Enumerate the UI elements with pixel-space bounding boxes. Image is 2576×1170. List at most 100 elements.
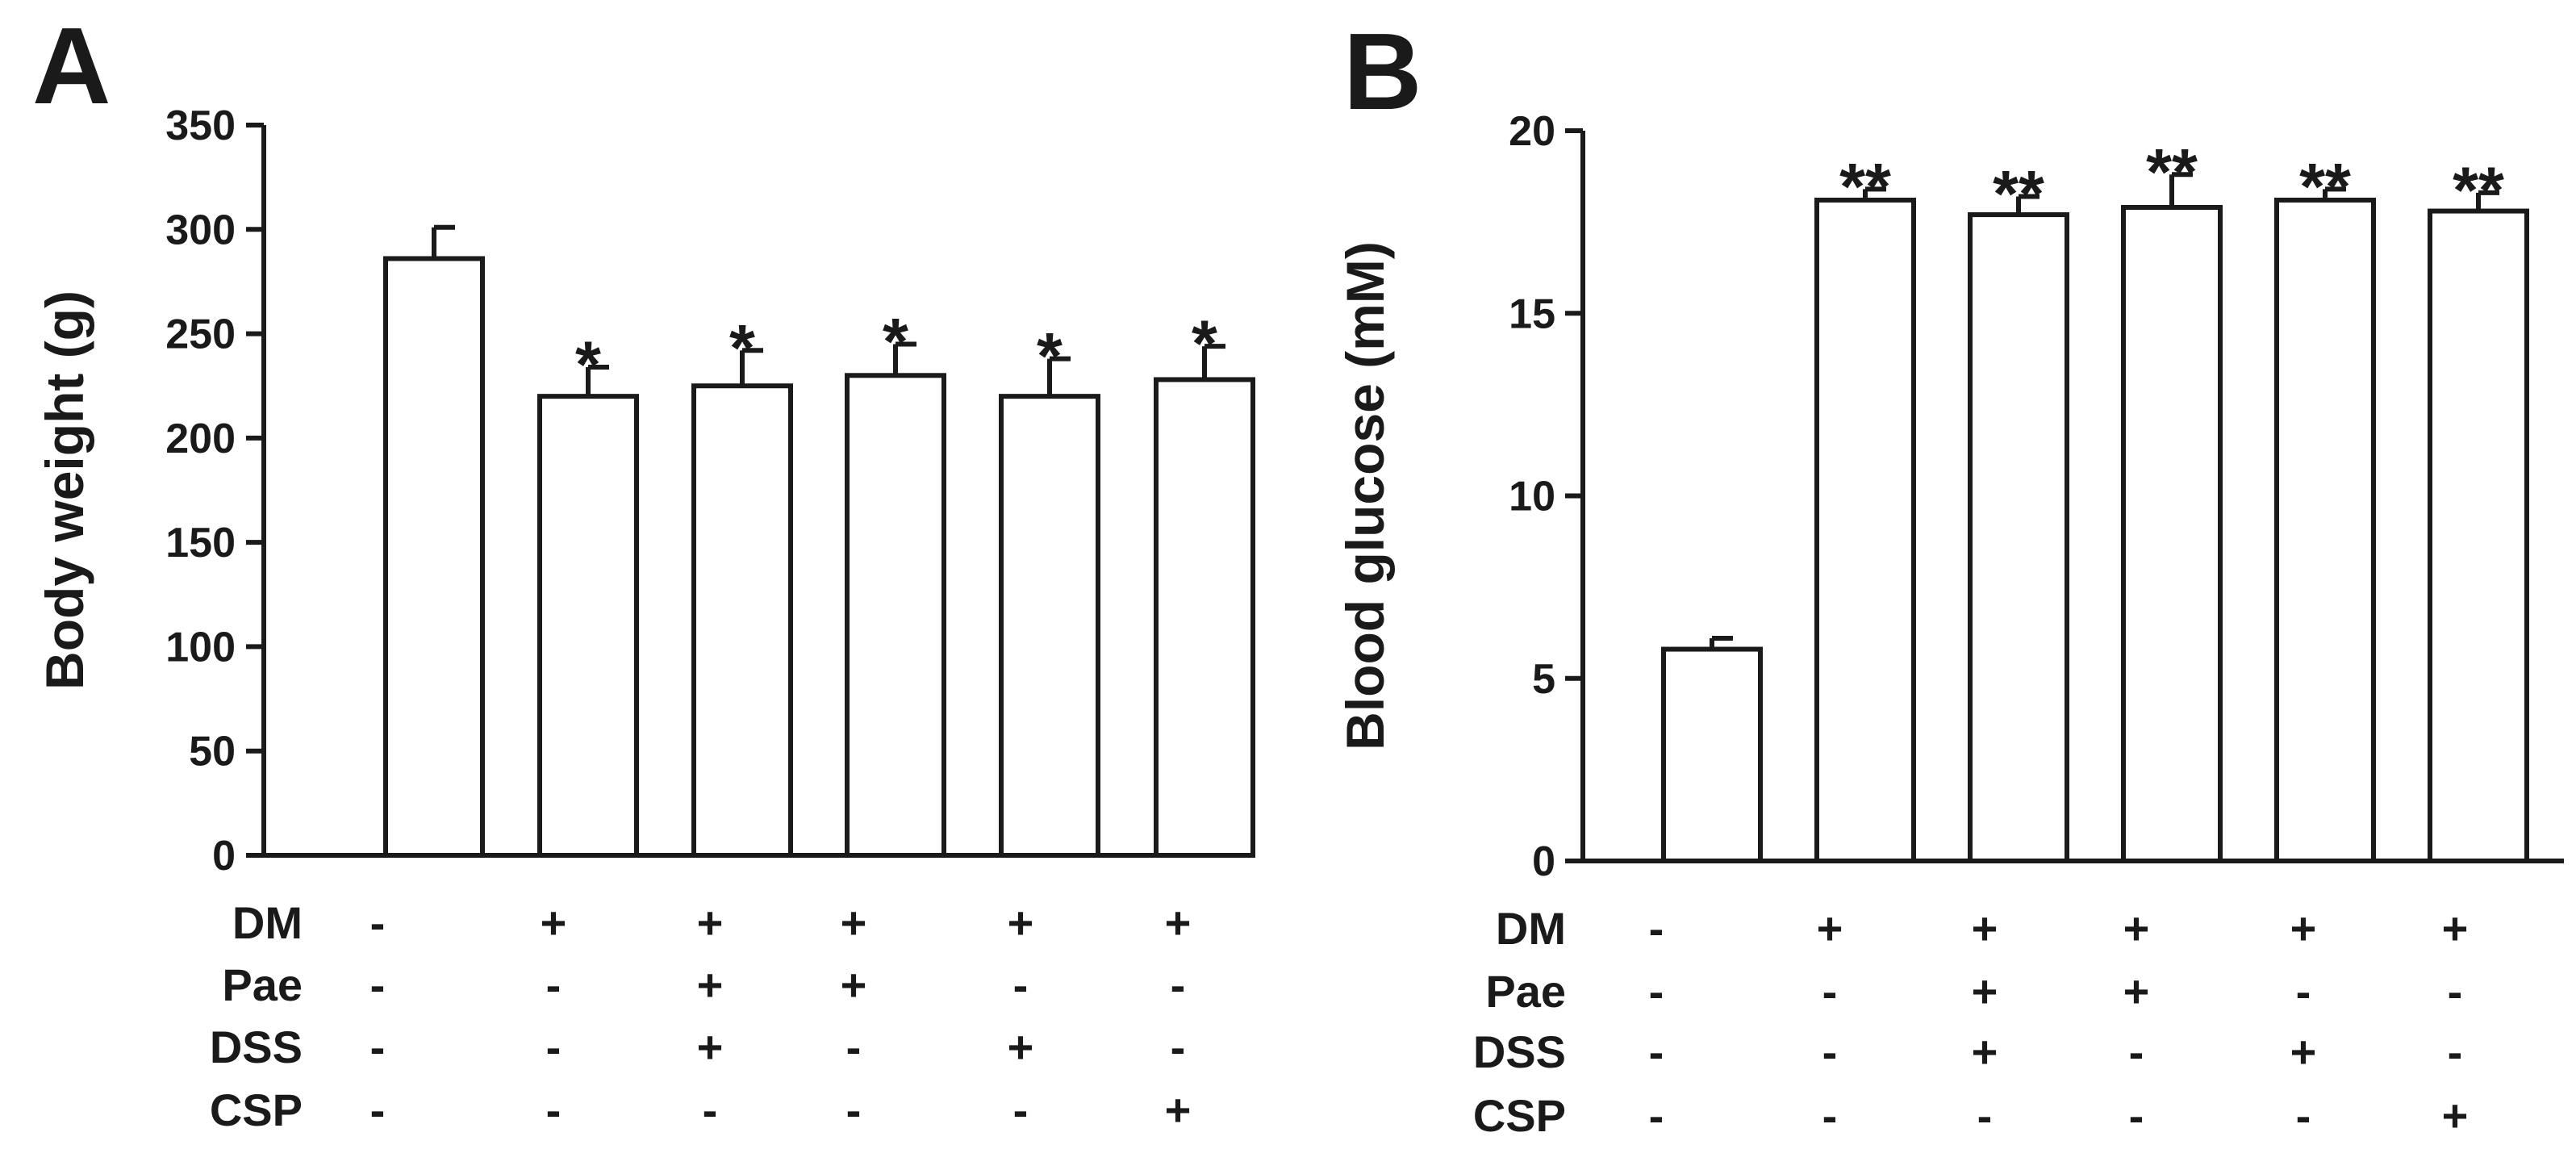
treatment-mark: + — [2442, 903, 2469, 954]
treatment-mark: + — [1817, 903, 1843, 954]
treatment-mark: - — [1013, 1084, 1029, 1135]
error-bar — [2323, 186, 2346, 200]
bar — [2274, 197, 2376, 864]
treatment-mark: - — [1822, 1026, 1838, 1077]
treatment-label: DM — [1496, 903, 1566, 954]
treatment-mark: + — [1008, 897, 1034, 948]
treatment-mark: - — [1649, 903, 1664, 954]
treatment-label: DSS — [1473, 1026, 1566, 1077]
significance-marker: * — [883, 306, 908, 379]
treatment-mark: - — [2129, 1090, 2144, 1141]
treatment-label: Pae — [222, 959, 303, 1010]
y-tick-label: 5 — [1532, 656, 1555, 703]
treatment-mark: - — [1649, 966, 1664, 1017]
treatment-mark: - — [2448, 966, 2463, 1017]
bar — [691, 383, 793, 858]
error-bar — [2016, 194, 2040, 215]
y-tick-label: 200 — [165, 416, 236, 462]
treatment-mark: - — [2296, 966, 2311, 1017]
treatment-mark: - — [2448, 1026, 2463, 1077]
treatment-mark: - — [370, 959, 386, 1010]
treatment-mark: - — [846, 1084, 862, 1135]
y-tick-label: 0 — [1532, 838, 1555, 885]
treatment-mark: + — [697, 959, 724, 1010]
significance-marker: ** — [1993, 157, 2044, 231]
treatment-mark: - — [370, 1084, 386, 1135]
bar — [999, 394, 1100, 858]
treatment-mark: + — [1165, 1084, 1192, 1135]
treatment-label: CSP — [1473, 1090, 1566, 1141]
significance-marker: * — [1192, 307, 1217, 381]
y-tick-label: 15 — [1509, 290, 1555, 337]
treatment-mark: + — [697, 1022, 724, 1072]
significance-marker: ** — [2299, 150, 2351, 224]
bar — [2121, 205, 2223, 863]
error-bar — [740, 348, 763, 387]
significance-marker: * — [1037, 320, 1063, 394]
treatment-mark: - — [1171, 1022, 1186, 1072]
error-bar — [893, 341, 916, 376]
error-bar — [586, 364, 609, 397]
treatment-label: Pae — [1485, 966, 1566, 1017]
treatment-mark: - — [1649, 1026, 1664, 1077]
bar — [537, 394, 639, 858]
y-axis-label: Blood glucose (mM) — [1335, 241, 1395, 750]
bar — [2428, 208, 2529, 863]
significance-marker: * — [729, 311, 755, 385]
y-tick-label: 250 — [165, 311, 236, 358]
treatment-mark: + — [1008, 1022, 1034, 1072]
bar — [1154, 377, 1255, 858]
treatment-mark: + — [2442, 1090, 2469, 1141]
treatment-mark: - — [1822, 966, 1838, 1017]
treatment-mark: - — [546, 1022, 562, 1072]
panel-b-letter: B — [1343, 10, 1422, 132]
error-bar — [2169, 172, 2193, 208]
treatment-label: DSS — [210, 1022, 303, 1072]
error-bar — [432, 224, 455, 259]
treatment-mark: + — [2123, 966, 2150, 1017]
treatment-mark: - — [546, 1084, 562, 1135]
treatment-mark: + — [2123, 903, 2150, 954]
treatment-mark: - — [703, 1084, 718, 1135]
significance-marker: ** — [1839, 150, 1891, 224]
treatment-mark: + — [841, 897, 867, 948]
y-tick-label: 50 — [189, 729, 236, 775]
y-tick-label: 150 — [165, 520, 236, 566]
treatment-mark: - — [370, 1022, 386, 1072]
treatment-mark: + — [697, 897, 724, 948]
treatment-mark: - — [1977, 1090, 1993, 1141]
treatment-mark: + — [2290, 903, 2317, 954]
significance-marker: ** — [2146, 136, 2198, 209]
treatment-mark: - — [370, 897, 386, 948]
panel-a: A 0 50 100 150 200 250 300 350 Body weight (g) * *… — [32, 5, 1255, 1135]
treatment-mark: + — [1972, 903, 1998, 954]
error-bar — [1047, 356, 1071, 397]
treatment-mark: - — [1171, 959, 1186, 1010]
treatment-mark: - — [2296, 1090, 2311, 1141]
treatment-mark: + — [541, 897, 567, 948]
treatment-mark: + — [2290, 1026, 2317, 1077]
treatment-mark: - — [1822, 1090, 1838, 1141]
treatment-label: DM — [232, 897, 303, 948]
error-bar — [1202, 344, 1225, 380]
treatment-mark: + — [1972, 966, 1998, 1017]
y-tick-label: 10 — [1509, 474, 1555, 520]
error-bar — [1863, 186, 1886, 200]
treatment-mark: - — [1013, 959, 1029, 1010]
bar — [1661, 646, 1763, 863]
y-tick-label: 100 — [165, 624, 236, 671]
significance-marker: ** — [2453, 154, 2504, 228]
treatment-mark: - — [546, 959, 562, 1010]
bar — [1968, 212, 2069, 863]
treatment-mark: + — [1165, 897, 1192, 948]
treatment-mark: - — [2129, 1026, 2144, 1077]
error-bar — [2476, 190, 2499, 211]
significance-marker: * — [575, 328, 601, 402]
treatment-mark: - — [846, 1022, 862, 1072]
y-axis-label: Body weight (g) — [35, 290, 94, 690]
bar — [1814, 197, 1916, 864]
error-bar — [1710, 635, 1733, 650]
y-tick-label: 0 — [212, 833, 236, 880]
y-tick-label: 350 — [165, 102, 236, 149]
